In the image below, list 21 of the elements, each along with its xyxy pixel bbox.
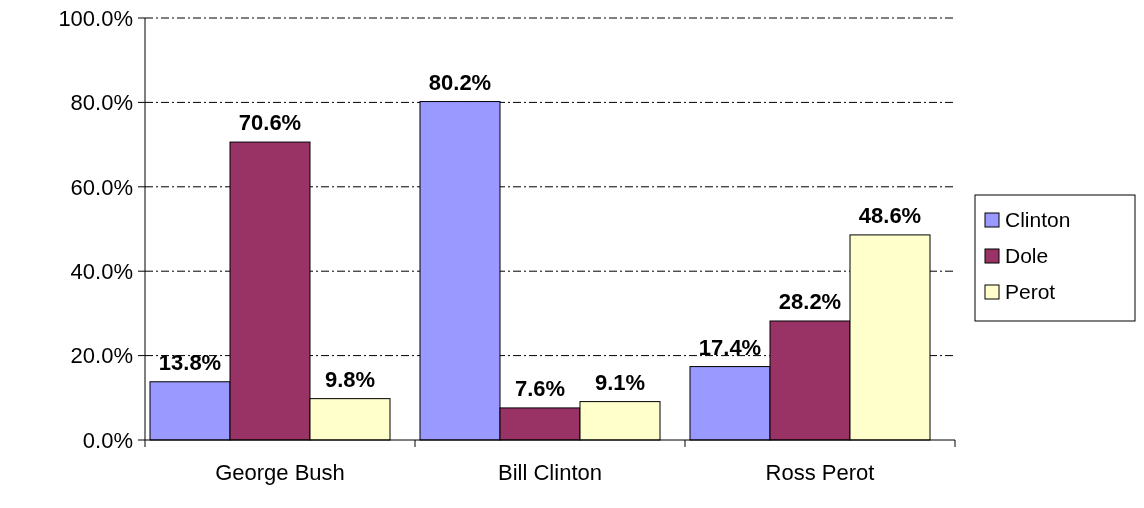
x-tick-label: George Bush: [215, 460, 345, 485]
y-tick-label: 0.0%: [82, 427, 133, 453]
data-label: 7.6%: [514, 375, 566, 401]
legend-label: Perot: [1005, 280, 1056, 303]
data-label: 17.4%: [698, 334, 762, 360]
y-tick-label: 20.0%: [70, 343, 133, 369]
x-tick-label: Bill Clinton: [498, 460, 602, 485]
x-tick-label: Ross Perot: [765, 460, 875, 485]
data-label: 48.6%: [858, 202, 922, 228]
data-label: 9.8%: [324, 366, 376, 392]
legend-label: Clinton: [1005, 208, 1071, 231]
data-label: 28.2%: [778, 289, 842, 314]
data-label: 9.1%: [594, 369, 646, 395]
y-tick-label: 80.0%: [70, 90, 133, 116]
y-tick-label: 40.0%: [70, 258, 133, 284]
y-tick-label: 100.0%: [58, 5, 133, 31]
data-label: 13.8%: [158, 349, 222, 375]
legend-label: Dole: [1005, 244, 1049, 267]
data-label: 80.2%: [428, 69, 492, 95]
data-label: 70.6%: [238, 110, 302, 136]
y-tick-label: 60.0%: [70, 174, 133, 200]
